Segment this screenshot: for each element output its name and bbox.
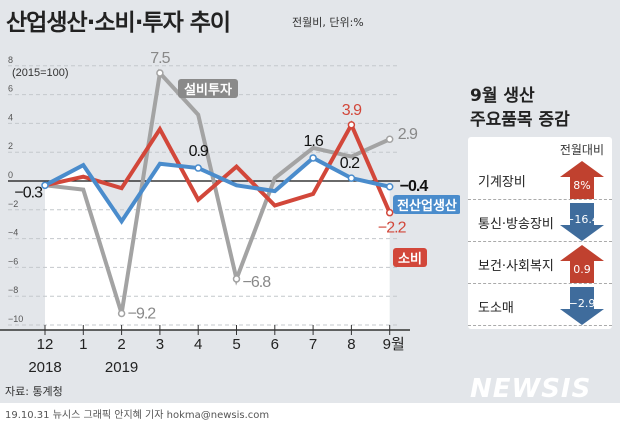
x-tick-label: 4 <box>194 336 202 353</box>
panel-item-label: 통신·방송장비 <box>478 217 554 232</box>
data-point <box>41 181 49 190</box>
data-point <box>385 135 394 143</box>
data-label: −0.4 <box>400 178 429 195</box>
x-tick-label: 9월 <box>383 336 405 353</box>
series-tag-2: 전산업생산 <box>397 198 457 214</box>
panel-item: 기계장비 8% <box>468 159 612 200</box>
arrow-up-icon <box>560 161 604 199</box>
y-tick-label: −10 <box>8 314 23 324</box>
data-point <box>385 183 394 191</box>
x-tick-label: 3 <box>156 336 164 353</box>
data-label: −6.8 <box>243 274 272 291</box>
panel-title: 9월 생산 주요품목 증감 <box>470 84 570 132</box>
panel-item-value: −2.9 <box>568 297 596 310</box>
y-tick-label: −6 <box>8 256 18 266</box>
panel-item: 보건·사회복지 0.9 <box>468 243 612 284</box>
arrow-down-icon <box>560 203 604 241</box>
panel-item-label: 보건·사회복지 <box>478 259 554 274</box>
series-tag-bg <box>178 79 238 98</box>
series-tag-1: 소비 <box>398 252 422 267</box>
chart-subtitle: 전월비, 단위:% <box>292 16 364 29</box>
x-tick-label: 2 <box>117 336 125 353</box>
x-tick-label: 7 <box>309 336 317 353</box>
x-tick-label: 6 <box>271 336 279 353</box>
series-tag-bg <box>393 248 427 267</box>
data-point <box>232 275 241 283</box>
newsis-logo: NEWSIS <box>470 374 592 404</box>
data-point <box>347 174 356 182</box>
data-label: −2.2 <box>378 220 407 237</box>
panel-item-value: −16.4 <box>565 213 599 226</box>
panel-title-line2: 주요품목 증감 <box>470 110 570 130</box>
panel-box: 전월대비 기계장비 8% 통신·방송장비 −16.4 보건·사회복지 0.9 도소매 −2.9 <box>468 137 612 329</box>
year-label: 2018 <box>28 359 61 376</box>
series-line-1 <box>44 120 392 214</box>
y-tick-label: 6 <box>8 84 13 94</box>
panel-column-head: 전월대비 <box>559 143 604 157</box>
series-line-2 <box>44 155 391 225</box>
footer-bar: 19.10.31 뉴시스 그래픽 안지혜 기자 hokma@newsis.com <box>0 403 620 422</box>
y-tick-label: 4 <box>8 112 13 122</box>
chart-title: 산업생산·소비·투자 추이 <box>6 10 231 36</box>
y-tick-label: −2 <box>8 199 18 209</box>
panel-item-value: 0.9 <box>573 263 591 276</box>
data-label: −0.3 <box>14 184 43 201</box>
x-tick-label: 8 <box>347 336 355 353</box>
data-label: 3.9 <box>342 102 362 119</box>
arrow-down-icon <box>560 287 604 325</box>
y-tick-label: 2 <box>8 141 13 151</box>
data-label: 0.9 <box>189 143 209 160</box>
data-label: 0.2 <box>340 155 360 172</box>
index-note: (2015=100) <box>12 67 69 79</box>
credit: 19.10.31 뉴시스 그래픽 안지혜 기자 hokma@newsis.com <box>5 410 270 421</box>
y-tick-label: 0 <box>8 170 13 180</box>
x-tick-label: 1 <box>79 336 87 353</box>
series-tag-bg <box>393 195 460 214</box>
data-point <box>385 208 394 217</box>
data-point <box>194 164 202 172</box>
y-tick-label: −4 <box>8 228 18 238</box>
production-area <box>45 157 390 330</box>
data-point <box>347 121 356 129</box>
year-label: 2019 <box>105 359 138 376</box>
panel-item: 도소매 −2.9 <box>468 285 612 326</box>
data-point <box>156 69 164 77</box>
panel-title-line1: 9월 생산 <box>470 86 535 106</box>
data-label: 7.5 <box>150 50 170 67</box>
data-point <box>309 154 317 162</box>
series-line-0 <box>44 68 391 315</box>
data-label: −9.2 <box>128 305 157 322</box>
data-label: 2.9 <box>398 126 418 143</box>
panel-item: 통신·방송장비 −16.4 <box>468 201 612 242</box>
panel-item-label: 기계장비 <box>478 175 526 190</box>
arrow-up-icon <box>560 245 604 283</box>
y-tick-label: 8 <box>8 55 13 65</box>
source-note: 자료: 통계청 <box>5 385 63 398</box>
panel-item-label: 도소매 <box>478 301 514 316</box>
panel-item-value: 8% <box>573 179 591 192</box>
series-tag-0: 설비투자 <box>184 83 232 98</box>
data-label: 1.6 <box>303 133 323 150</box>
data-point <box>117 309 126 318</box>
y-tick-label: −8 <box>8 285 18 295</box>
x-tick-label: 5 <box>232 336 240 353</box>
x-tick-label: 12 <box>37 336 54 353</box>
